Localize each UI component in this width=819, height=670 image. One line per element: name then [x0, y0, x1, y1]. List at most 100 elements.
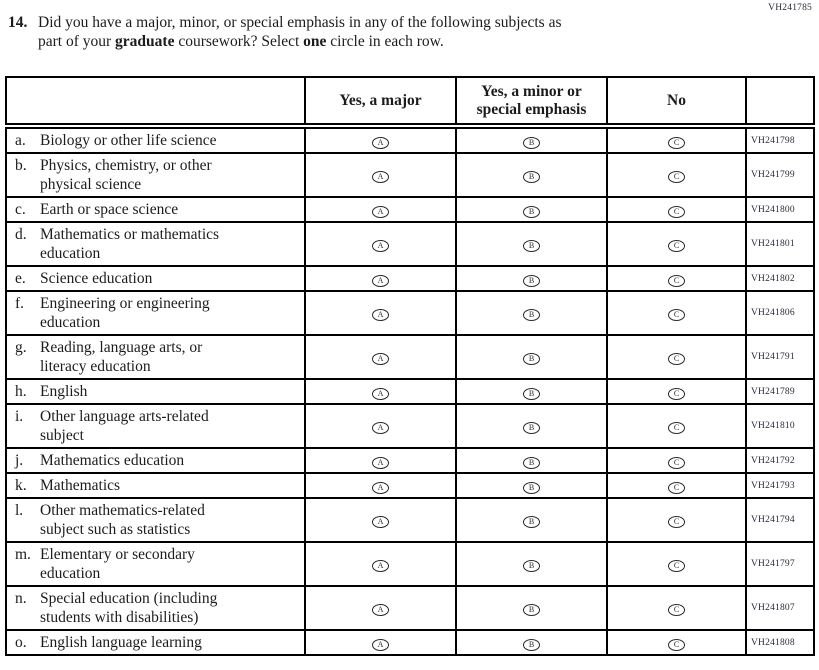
answer-bubble-yes-major[interactable]: A: [372, 240, 389, 252]
row-accession-code: VH241800: [745, 196, 815, 223]
option-cell-no: C: [606, 196, 747, 223]
row-letter-label: k.: [15, 477, 27, 494]
answer-bubble-yes-major[interactable]: A: [372, 638, 389, 651]
row-letter-label: a.: [15, 132, 26, 149]
answer-bubble-yes-minor[interactable]: B: [523, 638, 540, 651]
row-subject-text: Science education: [40, 270, 153, 287]
row-letter-label: n.: [15, 590, 27, 607]
option-cell-yes-major: A: [304, 378, 457, 405]
answer-bubble-no[interactable]: C: [668, 136, 685, 149]
subject-cell: i. Other language arts-related subject: [5, 403, 306, 449]
option-cell-yes-major: A: [304, 152, 457, 198]
answer-bubble-yes-minor[interactable]: B: [523, 171, 540, 183]
answer-bubble-no[interactable]: C: [668, 353, 685, 365]
row-subject-text: Special education (including students wi…: [40, 590, 218, 626]
answer-bubble-yes-major[interactable]: A: [372, 456, 389, 469]
answer-bubble-yes-minor[interactable]: B: [523, 353, 540, 365]
option-cell-no: C: [606, 125, 747, 154]
option-cell-yes-minor: B: [455, 265, 608, 292]
answer-bubble-yes-major[interactable]: A: [372, 516, 389, 528]
question-text-part: coursework? Select: [174, 33, 304, 50]
answer-bubble-no[interactable]: C: [668, 516, 685, 528]
answer-bubble-yes-major[interactable]: A: [372, 353, 389, 365]
table-row: c. Earth or space science A B C VH241800: [5, 196, 815, 223]
row-subject-text: Earth or space science: [40, 201, 179, 218]
row-subject-text: Reading, language arts, or literacy educ…: [40, 339, 203, 375]
option-cell-yes-major: A: [304, 196, 457, 223]
option-cell-yes-major: A: [304, 472, 457, 499]
answer-bubble-yes-major[interactable]: A: [372, 481, 389, 494]
row-accession-code: VH241810: [745, 403, 815, 449]
row-letter-label: e.: [15, 270, 26, 287]
row-accession-code: VH241807: [745, 585, 815, 631]
option-cell-yes-major: A: [304, 221, 457, 267]
column-header-code: [745, 76, 815, 129]
answer-bubble-yes-major[interactable]: A: [372, 387, 389, 400]
option-cell-no: C: [606, 334, 747, 380]
row-letter-label: c.: [15, 201, 26, 218]
option-cell-yes-major: A: [304, 403, 457, 449]
answer-bubble-no[interactable]: C: [668, 309, 685, 321]
row-subject-text: Engineering or engineering education: [40, 295, 210, 331]
answer-bubble-yes-major[interactable]: A: [372, 136, 389, 149]
answer-bubble-yes-major[interactable]: A: [372, 560, 389, 572]
answer-bubble-no[interactable]: C: [668, 171, 685, 183]
option-cell-yes-major: A: [304, 125, 457, 154]
answer-bubble-no[interactable]: C: [668, 240, 685, 252]
subject-cell: a. Biology or other life science: [5, 125, 306, 154]
answer-bubble-yes-major[interactable]: A: [372, 604, 389, 616]
answer-bubble-yes-major[interactable]: A: [372, 205, 389, 218]
answer-bubble-yes-minor[interactable]: B: [523, 387, 540, 400]
option-cell-no: C: [606, 541, 747, 587]
row-accession-code: VH241801: [745, 221, 815, 267]
table-row: m. Elementary or secondary education A B …: [5, 541, 815, 587]
answer-bubble-yes-minor[interactable]: B: [523, 274, 540, 287]
answer-bubble-no[interactable]: C: [668, 205, 685, 218]
answer-bubble-no[interactable]: C: [668, 638, 685, 651]
option-cell-yes-major: A: [304, 497, 457, 543]
row-accession-code: VH241806: [745, 290, 815, 336]
question-number: 14.: [8, 14, 28, 31]
answer-bubble-yes-minor[interactable]: B: [523, 136, 540, 149]
table-row: n. Special education (including students …: [5, 585, 815, 631]
subject-cell: h. English: [5, 378, 306, 405]
answer-bubble-yes-minor[interactable]: B: [523, 604, 540, 616]
answer-bubble-no[interactable]: C: [668, 560, 685, 572]
option-cell-no: C: [606, 497, 747, 543]
answer-bubble-yes-major[interactable]: A: [372, 274, 389, 287]
row-subject-text: Other mathematics-related subject such a…: [40, 502, 205, 538]
row-letter-label: b.: [15, 157, 27, 174]
answer-bubble-no[interactable]: C: [668, 274, 685, 287]
answer-bubble-yes-major[interactable]: A: [372, 171, 389, 183]
answer-bubble-yes-minor[interactable]: B: [523, 456, 540, 469]
option-cell-no: C: [606, 152, 747, 198]
option-cell-yes-minor: B: [455, 541, 608, 587]
table-row: h. English A B C VH241789: [5, 378, 815, 405]
option-cell-yes-major: A: [304, 334, 457, 380]
answer-bubble-yes-minor[interactable]: B: [523, 240, 540, 252]
row-letter-label: l.: [15, 502, 24, 519]
row-accession-code: VH241794: [745, 497, 815, 543]
answer-bubble-yes-minor[interactable]: B: [523, 560, 540, 572]
table-row: b. Physics, chemistry, or other physical …: [5, 152, 815, 198]
answer-bubble-no[interactable]: C: [668, 456, 685, 469]
answer-bubble-yes-minor[interactable]: B: [523, 205, 540, 218]
answer-bubble-yes-major[interactable]: A: [372, 309, 389, 321]
row-subject-text: Mathematics: [40, 477, 121, 494]
answer-bubble-yes-minor[interactable]: B: [523, 309, 540, 321]
option-cell-yes-major: A: [304, 447, 457, 474]
grid-body: a. Biology or other life science A B C VH…: [5, 125, 815, 656]
option-cell-yes-minor: B: [455, 585, 608, 631]
answer-bubble-yes-major[interactable]: A: [372, 422, 389, 434]
answer-bubble-no[interactable]: C: [668, 481, 685, 494]
answer-bubble-no[interactable]: C: [668, 387, 685, 400]
row-subject-text: Mathematics education: [40, 452, 185, 469]
answer-bubble-no[interactable]: C: [668, 604, 685, 616]
answer-bubble-yes-minor[interactable]: B: [523, 422, 540, 434]
option-cell-yes-minor: B: [455, 334, 608, 380]
question-text-part: circle in each row.: [326, 33, 444, 50]
row-letter-label: o.: [15, 634, 27, 651]
answer-bubble-yes-minor[interactable]: B: [523, 516, 540, 528]
answer-bubble-no[interactable]: C: [668, 422, 685, 434]
answer-bubble-yes-minor[interactable]: B: [523, 481, 540, 494]
